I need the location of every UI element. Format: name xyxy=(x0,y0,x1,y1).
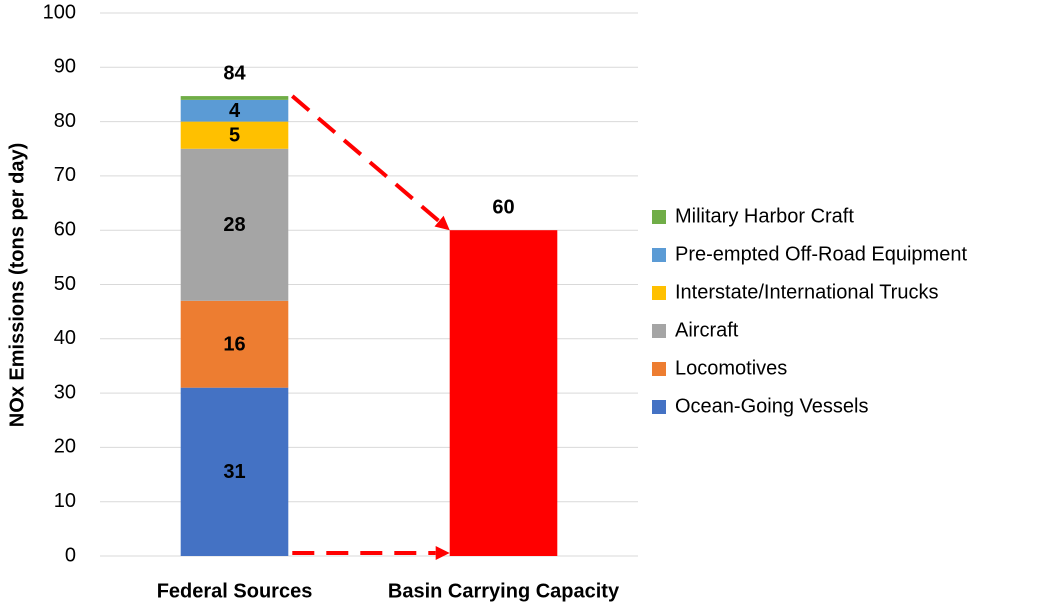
y-tick-label: 10 xyxy=(54,490,76,512)
arrow-head xyxy=(434,215,450,231)
legend-label: Aircraft xyxy=(675,319,739,341)
legend-label: Military Harbor Craft xyxy=(675,205,854,227)
bar-segment xyxy=(180,99,289,122)
arrow-head xyxy=(435,546,450,560)
legend-swatch xyxy=(652,362,666,376)
data-label: 16 xyxy=(223,334,245,356)
legend-swatch xyxy=(652,248,666,262)
legend-swatch xyxy=(652,286,666,300)
legend-label: Pre-empted Off-Road Equipment xyxy=(675,243,967,265)
y-tick-label: 100 xyxy=(43,1,76,23)
bar-segment xyxy=(180,300,289,388)
legend-swatch xyxy=(652,210,666,224)
bar-segment xyxy=(180,121,289,149)
data-label: 60 xyxy=(492,196,514,218)
data-label: 28 xyxy=(223,214,245,236)
data-label: 4 xyxy=(229,100,241,122)
y-tick-label: 70 xyxy=(54,164,76,186)
y-tick-label: 90 xyxy=(54,56,76,78)
bar-segment xyxy=(180,387,289,556)
y-tick-label: 50 xyxy=(54,273,76,295)
legend-swatch xyxy=(652,400,666,414)
y-tick-label: 40 xyxy=(54,327,76,349)
bar-segment xyxy=(180,96,289,100)
y-tick-label: 20 xyxy=(54,436,76,458)
y-axis-label: NOx Emissions (tons per day) xyxy=(6,143,28,428)
legend-label: Interstate/International Trucks xyxy=(675,281,938,303)
legend-swatch xyxy=(652,324,666,338)
data-label: 31 xyxy=(223,461,245,483)
total-label: 84 xyxy=(223,62,246,84)
y-tick-label: 0 xyxy=(65,544,76,566)
legend-label: Locomotives xyxy=(675,357,787,379)
x-tick-label: Basin Carrying Capacity xyxy=(388,580,620,602)
arrow-line xyxy=(291,94,441,223)
y-tick-label: 60 xyxy=(54,218,76,240)
y-tick-label: 80 xyxy=(54,110,76,132)
x-tick-label: Federal Sources xyxy=(157,580,313,602)
legend-label: Ocean-Going Vessels xyxy=(675,395,868,417)
y-tick-label: 30 xyxy=(54,381,76,403)
data-label: 5 xyxy=(229,124,240,146)
bar-segment xyxy=(180,148,289,301)
capacity-bar xyxy=(449,230,558,556)
